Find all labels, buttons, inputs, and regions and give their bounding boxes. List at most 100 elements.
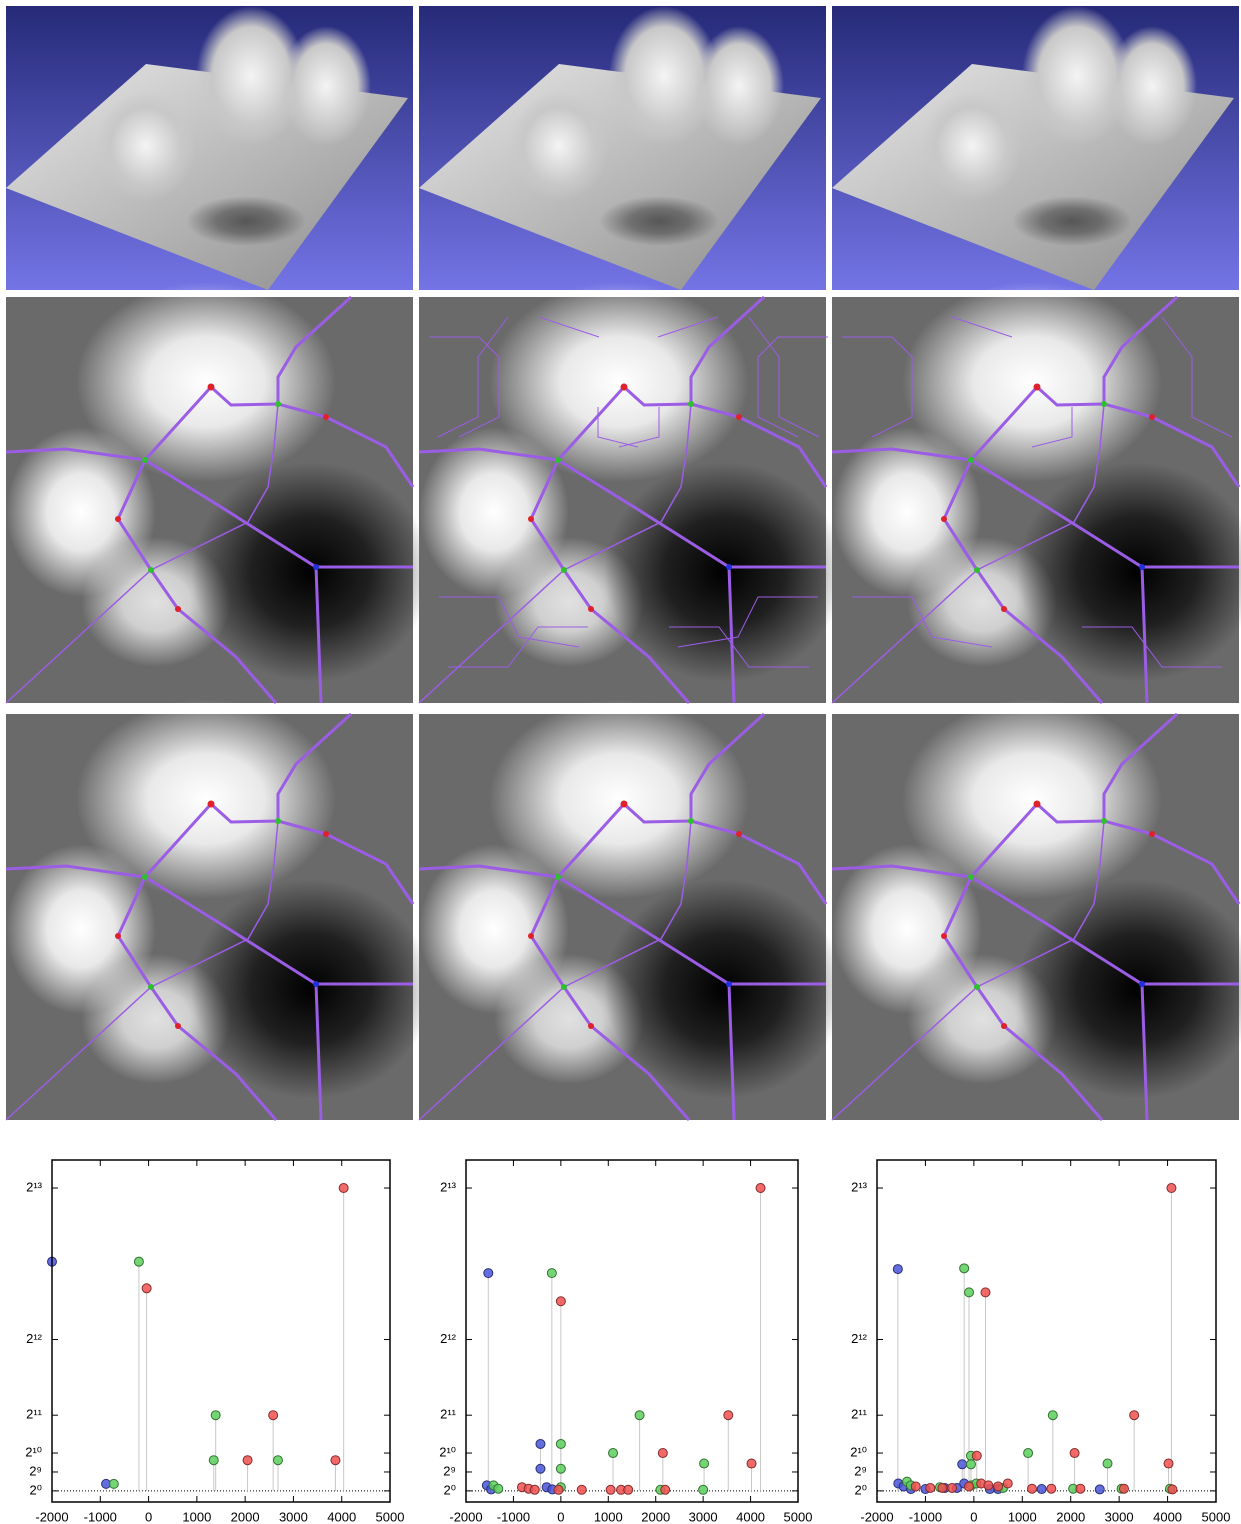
y-tick-label: 2¹¹ bbox=[26, 1407, 43, 1422]
point bbox=[556, 1297, 565, 1306]
point bbox=[926, 1483, 935, 1492]
point bbox=[724, 1411, 733, 1420]
y-tick-label: 2¹¹ bbox=[440, 1407, 457, 1422]
point bbox=[972, 1451, 981, 1460]
x-tick-label: 1000 bbox=[182, 1509, 211, 1524]
x-tick-label: -2000 bbox=[449, 1509, 482, 1524]
point bbox=[577, 1485, 586, 1494]
point bbox=[1003, 1479, 1012, 1488]
point bbox=[966, 1460, 975, 1469]
point bbox=[893, 1265, 902, 1274]
x-tick-label: 0 bbox=[145, 1509, 152, 1524]
point bbox=[269, 1411, 278, 1420]
point bbox=[960, 1264, 969, 1273]
point bbox=[994, 1482, 1003, 1491]
x-tick-label: 5000 bbox=[1202, 1509, 1231, 1524]
plot-frame bbox=[52, 1160, 390, 1502]
y-tick-label: 2¹³ bbox=[851, 1179, 868, 1194]
x-tick-label: 0 bbox=[970, 1509, 977, 1524]
point bbox=[109, 1479, 118, 1488]
scalar-field bbox=[6, 699, 431, 1120]
x-tick-label: 3000 bbox=[689, 1509, 718, 1524]
point bbox=[556, 1439, 565, 1448]
x-tick-label: 4000 bbox=[736, 1509, 765, 1524]
point bbox=[984, 1481, 993, 1490]
point bbox=[981, 1288, 990, 1297]
point bbox=[635, 1411, 644, 1420]
point bbox=[556, 1464, 565, 1473]
scalar-field bbox=[6, 282, 431, 703]
scalar-field bbox=[419, 699, 844, 1120]
point bbox=[606, 1485, 615, 1494]
point bbox=[211, 1411, 220, 1420]
x-tick-label: 1000 bbox=[594, 1509, 623, 1524]
y-tick-label: 2⁹ bbox=[854, 1463, 867, 1478]
point bbox=[494, 1484, 503, 1493]
point bbox=[938, 1483, 947, 1492]
point bbox=[1070, 1449, 1079, 1458]
point bbox=[1076, 1484, 1085, 1493]
x-tick-label: 1000 bbox=[1008, 1509, 1037, 1524]
y-tick-label: 2¹² bbox=[440, 1331, 457, 1346]
x-tick-label: 4000 bbox=[327, 1509, 356, 1524]
point bbox=[134, 1257, 143, 1266]
point bbox=[209, 1456, 218, 1465]
point bbox=[661, 1485, 670, 1494]
point bbox=[958, 1460, 967, 1469]
y-tick-label: 2¹⁰ bbox=[25, 1444, 42, 1459]
x-tick-label: 5000 bbox=[784, 1509, 813, 1524]
point bbox=[1024, 1449, 1033, 1458]
point bbox=[1119, 1484, 1128, 1493]
plot-frame bbox=[466, 1160, 798, 1502]
x-tick-label: -2000 bbox=[860, 1509, 893, 1524]
x-tick-label: 4000 bbox=[1153, 1509, 1182, 1524]
x-tick-label: 5000 bbox=[376, 1509, 405, 1524]
point bbox=[965, 1482, 974, 1491]
point bbox=[624, 1485, 633, 1494]
y-tick-label: 2¹² bbox=[26, 1331, 43, 1346]
terrain-render bbox=[419, 6, 826, 290]
point bbox=[339, 1184, 348, 1193]
y-tick-label: 2⁰ bbox=[444, 1482, 456, 1497]
point bbox=[609, 1449, 618, 1458]
terrain-panels bbox=[6, 6, 1239, 290]
scalar-field bbox=[832, 282, 1241, 703]
y-tick-label: 2¹³ bbox=[440, 1179, 457, 1194]
y-tick-label: 2⁰ bbox=[30, 1482, 42, 1497]
point bbox=[530, 1485, 539, 1494]
x-tick-label: 3000 bbox=[279, 1509, 308, 1524]
point bbox=[756, 1184, 765, 1193]
point bbox=[1130, 1411, 1139, 1420]
terrain-render bbox=[6, 6, 413, 290]
point bbox=[142, 1284, 151, 1293]
x-tick-label: -2000 bbox=[35, 1509, 68, 1524]
point bbox=[273, 1456, 282, 1465]
y-tick-label: 2¹⁰ bbox=[439, 1444, 456, 1459]
point bbox=[1103, 1459, 1112, 1468]
figure: -2000-10000100020003000400050002⁰2⁹2¹⁰2¹… bbox=[0, 0, 1241, 1524]
x-tick-label: 3000 bbox=[1105, 1509, 1134, 1524]
point bbox=[554, 1485, 563, 1494]
y-tick-label: 2⁹ bbox=[29, 1463, 42, 1478]
y-tick-label: 2⁰ bbox=[855, 1482, 867, 1497]
page: -2000-10000100020003000400050002⁰2⁹2¹⁰2¹… bbox=[0, 0, 1241, 1524]
y-tick-label: 2⁹ bbox=[443, 1463, 456, 1478]
point bbox=[1048, 1411, 1057, 1420]
point bbox=[699, 1485, 708, 1494]
plot-frame bbox=[877, 1160, 1216, 1502]
point bbox=[747, 1459, 756, 1468]
y-tick-label: 2¹¹ bbox=[851, 1407, 868, 1422]
point bbox=[700, 1459, 709, 1468]
point bbox=[658, 1449, 667, 1458]
x-tick-label: 2000 bbox=[231, 1509, 260, 1524]
point bbox=[1027, 1484, 1036, 1493]
simplified-panels bbox=[6, 699, 1241, 1120]
point bbox=[911, 1482, 920, 1491]
point bbox=[1164, 1459, 1173, 1468]
terrain-render bbox=[832, 6, 1239, 290]
point bbox=[1168, 1485, 1177, 1494]
point bbox=[243, 1456, 252, 1465]
point bbox=[1037, 1485, 1046, 1494]
scalar-field bbox=[419, 282, 844, 703]
point bbox=[1167, 1184, 1176, 1193]
